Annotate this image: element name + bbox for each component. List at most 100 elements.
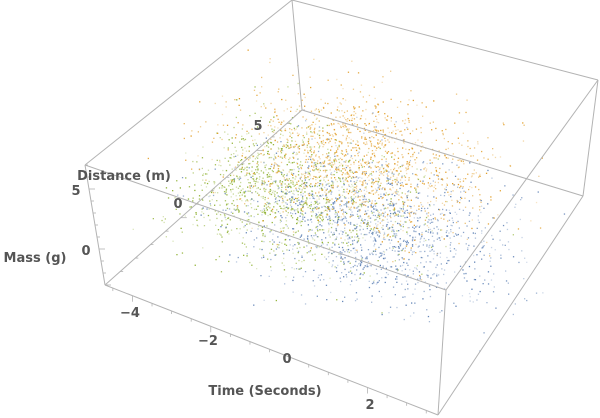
scatter-point (342, 168, 344, 170)
scatter-point (327, 252, 330, 254)
scatter-point (244, 203, 246, 205)
scatter-point (422, 115, 424, 117)
scatter-point (298, 268, 300, 270)
scatter-point (306, 131, 308, 133)
scatter-point (294, 144, 296, 146)
scatter-point (394, 221, 397, 223)
scatter-point (463, 178, 465, 180)
scatter-point (292, 252, 294, 254)
scatter-point (369, 165, 371, 168)
scatter-point (219, 161, 221, 163)
scatter-point (231, 202, 233, 205)
scatter-point (362, 220, 364, 222)
scatter-point (320, 142, 323, 144)
scatter-point (409, 159, 411, 162)
scatter-point (333, 231, 335, 234)
scatter-point (449, 244, 451, 246)
scatter-point (451, 171, 453, 173)
scatter-point (494, 249, 496, 251)
scatter-point (328, 251, 330, 253)
scatter-point (479, 194, 481, 196)
scatter-point (326, 124, 328, 127)
scatter-point (479, 209, 481, 211)
scatter-point (299, 164, 301, 166)
scatter-point (278, 121, 280, 123)
scatter-point (382, 131, 384, 133)
scatter-point (355, 171, 357, 173)
scatter-point (350, 196, 353, 198)
scatter-point (341, 143, 343, 145)
scatter-point (396, 193, 398, 195)
scatter-point (314, 206, 316, 208)
scatter-point (252, 178, 255, 180)
scatter-point (263, 241, 265, 243)
scatter-point (409, 191, 412, 193)
scatter-point (370, 210, 373, 212)
scatter-point (310, 127, 312, 129)
scatter-point (360, 260, 362, 263)
scatter-point (242, 138, 244, 140)
scatter-point (308, 142, 310, 145)
scatter-point (213, 181, 215, 183)
scatter-point (283, 145, 286, 147)
scatter-point (284, 129, 286, 132)
scatter-point (338, 215, 340, 218)
scatter-point (416, 174, 418, 177)
scatter-point (409, 211, 411, 213)
scatter-point (266, 201, 268, 204)
scatter-point (325, 206, 327, 209)
scatter-point (422, 180, 424, 182)
scatter-point (448, 293, 450, 296)
scatter-point (441, 229, 443, 231)
scatter-point (260, 170, 262, 172)
scatter-point (388, 312, 390, 314)
scatter-point (320, 214, 322, 216)
scatter-point (438, 237, 441, 239)
scatter-point (381, 220, 383, 222)
scatter-point (477, 219, 479, 221)
scatter-point (279, 156, 282, 158)
scatter-point (410, 249, 412, 251)
scatter-point (436, 238, 438, 240)
points-layer (132, 49, 566, 352)
scatter-point (381, 277, 383, 279)
scatter-point (420, 210, 422, 212)
scatter-point (357, 210, 359, 212)
scatter-point (394, 212, 396, 214)
scatter-point (368, 122, 370, 125)
scatter-point (295, 189, 298, 191)
scatter-point (310, 135, 312, 137)
scatter-point (324, 181, 327, 183)
scatter-point (297, 82, 299, 85)
scatter-point (312, 238, 314, 240)
scatter-point (341, 241, 343, 244)
scatter-point (407, 194, 409, 196)
scatter-point (421, 231, 423, 234)
scatter-point (473, 254, 475, 257)
scatter-point (302, 141, 304, 143)
scatter-point (331, 181, 334, 183)
scatter-point (360, 84, 363, 86)
scatter-point (269, 193, 271, 195)
scatter-point (322, 134, 324, 137)
scatter-point (409, 215, 411, 217)
scatter-point (400, 196, 402, 198)
scatter-point (336, 155, 338, 157)
scatter-point (353, 111, 355, 113)
scatter-point (431, 230, 433, 232)
scatter-point (440, 263, 442, 265)
scatter-point (284, 157, 287, 159)
scatter-point (319, 217, 322, 219)
scatter-point (336, 78, 338, 81)
scatter-point (265, 169, 267, 171)
scatter-point (414, 288, 416, 290)
scatter-point (310, 235, 313, 237)
scatter-point (397, 210, 399, 212)
scatter-point (281, 173, 283, 176)
scatter-point (376, 147, 378, 149)
scatter-point (270, 138, 272, 140)
scatter-point (191, 168, 193, 170)
scatter-point (416, 183, 419, 185)
scatter-point (504, 244, 506, 246)
